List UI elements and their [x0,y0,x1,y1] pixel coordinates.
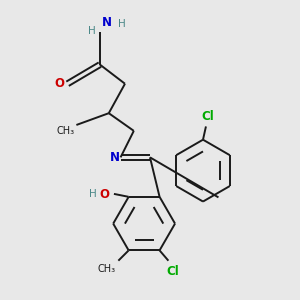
Text: Cl: Cl [201,110,214,124]
Text: N: N [110,151,120,164]
Text: N: N [102,16,112,29]
Text: H: H [118,19,126,29]
Text: Cl: Cl [167,265,179,278]
Text: H: H [89,190,97,200]
Text: H: H [88,26,95,36]
Text: O: O [100,188,110,201]
Text: O: O [54,77,64,90]
Text: CH₃: CH₃ [97,264,116,274]
Text: CH₃: CH₃ [57,126,75,136]
